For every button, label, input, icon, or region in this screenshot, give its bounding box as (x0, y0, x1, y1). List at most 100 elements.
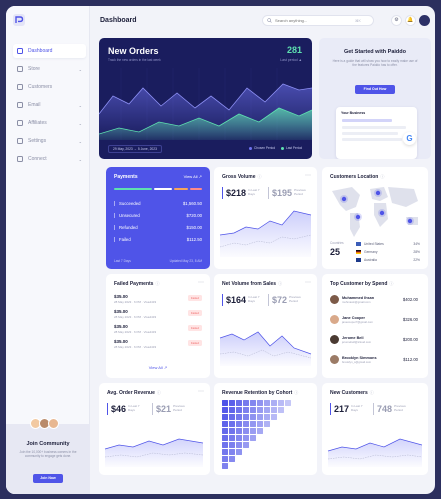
customer-row[interactable]: Muhammed Ihsan muhmasin@gmail.com $402.0… (330, 295, 418, 304)
payment-label: Failed (119, 237, 131, 242)
more-options-icon[interactable]: ⋯ (198, 280, 204, 286)
stat-marker (373, 403, 375, 415)
search-input[interactable] (275, 18, 355, 23)
payment-amount: $150.00 (186, 225, 202, 230)
heatmap-cell (250, 407, 256, 413)
more-options-icon[interactable]: ⋯ (305, 173, 311, 179)
date-range-picker[interactable]: 29 May, 2023 → 5 June, 2023 (108, 145, 162, 153)
chevron-down-icon: ⌄ (78, 156, 82, 162)
top-customers-card: Top Customer by Spend ⓘ Muhammed Ihsan mu… (322, 274, 428, 378)
heatmap-cell (264, 400, 270, 406)
customer-info: Jerome Bell jeromebell@icloud.com (342, 336, 371, 344)
gross-volume-value: $218 (226, 188, 247, 198)
top-customers-title: Top Customer by Spend ⓘ (330, 281, 393, 287)
payment-label: Refunded (119, 225, 138, 230)
failed-payment-row[interactable]: $35.00 28 May 2023 · 6 PM · Visa4433 Fai… (114, 294, 202, 304)
info-icon[interactable]: ⓘ (294, 390, 299, 395)
customers-location-title-text: Customers Location (330, 174, 379, 180)
net-volume-chart (219, 331, 312, 366)
failed-payment-row[interactable]: $35.00 28 May 2023 · 6 PM · Visa4433 Fai… (114, 309, 202, 319)
find-out-how-button[interactable]: Find Out How (355, 85, 395, 94)
net-volume-value: $164 (226, 295, 247, 305)
sidebar-item-label: Email (28, 102, 41, 108)
customer-row[interactable]: Jerome Bell jeromebell@icloud.com $200.0… (330, 335, 418, 344)
heatmap-cell (229, 414, 235, 420)
more-options-icon[interactable]: ⋯ (305, 280, 311, 286)
payments-card: Payments View All ↗ Succeeded $1,560.50 … (106, 167, 210, 269)
payments-view-all-link[interactable]: View All ↗ (183, 174, 202, 179)
user-avatar[interactable] (419, 15, 430, 26)
stat-marker (152, 403, 154, 415)
avg-order-value: $46 (111, 404, 127, 414)
info-icon[interactable]: ⓘ (257, 174, 262, 179)
mock-line (342, 126, 406, 129)
heatmap-cell (236, 421, 242, 427)
sidebar-item-label: Store (28, 66, 40, 72)
heatmap-cell (250, 421, 256, 427)
join-now-button[interactable]: Join Now (33, 474, 63, 483)
heatmap-cell (229, 407, 235, 413)
search-bar[interactable]: ⌘K (262, 15, 374, 26)
heatmap-cell (257, 428, 263, 434)
net-volume-prev-caption: Previous Period (289, 295, 301, 303)
sidebar-item-affiliates[interactable]: Affiliates ⌄ (13, 116, 86, 130)
sidebar-item-settings[interactable]: Settings ⌄ (13, 134, 86, 148)
failed-payments-card: Failed Payments ⓘ ⋯ $35.00 28 May 2023 · … (106, 274, 210, 378)
new-orders-subtitle: Track the new orders in the last week (108, 58, 161, 62)
customer-email: jeromebell@icloud.com (342, 339, 372, 344)
sidebar-item-dashboard[interactable]: Dashboard (13, 44, 86, 58)
heatmap-cell (222, 414, 228, 420)
info-icon[interactable]: ⓘ (369, 390, 374, 395)
customer-row[interactable]: Brooklyn Simmons brooklyn_s@gmail.com $1… (330, 355, 418, 364)
location-country: United States (364, 242, 384, 246)
sidebar-item-customers[interactable]: Customers (13, 80, 86, 94)
stat-marker (107, 403, 108, 415)
legend-dot (281, 146, 284, 150)
customer-info: Jane Cooper janecooper7@gmail.com (342, 316, 373, 324)
promo-title: Get Started with Paiddo (343, 49, 407, 55)
heatmap-cell (229, 421, 235, 427)
settings-button[interactable]: ⚙ (391, 15, 402, 26)
heatmap-cell (229, 435, 235, 441)
sidebar-item-store[interactable]: Store ⌄ (13, 62, 86, 76)
heatmap-cell (236, 442, 242, 448)
failed-payment-row[interactable]: $35.00 28 May 2023 · 6 PM · Visa4433 Fai… (114, 339, 202, 349)
customer-spend: $200.00 (402, 337, 418, 342)
sidebar-item-email[interactable]: Email ⌄ (13, 98, 86, 112)
failed-payment-row[interactable]: $35.00 28 May 2023 · 6 PM · Visa4433 Fai… (114, 324, 202, 334)
heatmap-cell (236, 407, 242, 413)
notifications-button[interactable]: 🔔 (405, 15, 416, 26)
info-icon[interactable]: ⓘ (278, 281, 283, 286)
net-volume-caption: In Last 7 Days (248, 295, 260, 303)
avatar (330, 335, 339, 344)
info-icon[interactable]: ⓘ (156, 390, 161, 395)
sidebar-item-connect[interactable]: Connect ⌄ (13, 152, 86, 166)
avg-order-prev: $21 (156, 404, 172, 414)
gross-volume-card: Gross Volume ⓘ ⋯ $218 In Last 7 Days $195… (214, 167, 317, 269)
community-avatars (30, 418, 59, 429)
status-badge: Failed (187, 325, 202, 331)
heatmap-cell (243, 442, 249, 448)
info-icon[interactable]: ⓘ (380, 174, 385, 179)
chevron-down-icon: ⌄ (78, 120, 82, 126)
payment-row-unsecured: Unsecured $720.00 (114, 213, 202, 218)
info-icon[interactable]: ⓘ (389, 281, 394, 286)
info-icon[interactable]: ⓘ (155, 281, 160, 286)
location-pct: 22% (413, 258, 420, 262)
sidebar: Dashboard Store ⌄ Customers Email ⌄ Affi… (6, 6, 90, 494)
gear-icon (17, 138, 23, 144)
failed-payments-view-all-link[interactable]: View All ↗ (148, 365, 168, 370)
new-customers-caption: In Last 7 Days (351, 404, 363, 412)
breakdown-unsecured (154, 188, 172, 190)
gross-volume-prev: $195 (272, 188, 293, 198)
status-badge: Failed (187, 295, 202, 301)
customer-name: Muhammed Ihsan (342, 295, 375, 300)
new-customers-prev: 748 (377, 404, 393, 414)
payments-title: Payments (114, 174, 138, 180)
flag-au-icon (356, 258, 361, 262)
heatmap-cell (243, 400, 249, 406)
customer-row[interactable]: Jane Cooper janecooper7@gmail.com $326.0… (330, 315, 418, 324)
heatmap-cell (222, 442, 228, 448)
payment-label: Unsecured (119, 213, 140, 218)
more-options-icon[interactable]: ⋯ (198, 389, 204, 395)
